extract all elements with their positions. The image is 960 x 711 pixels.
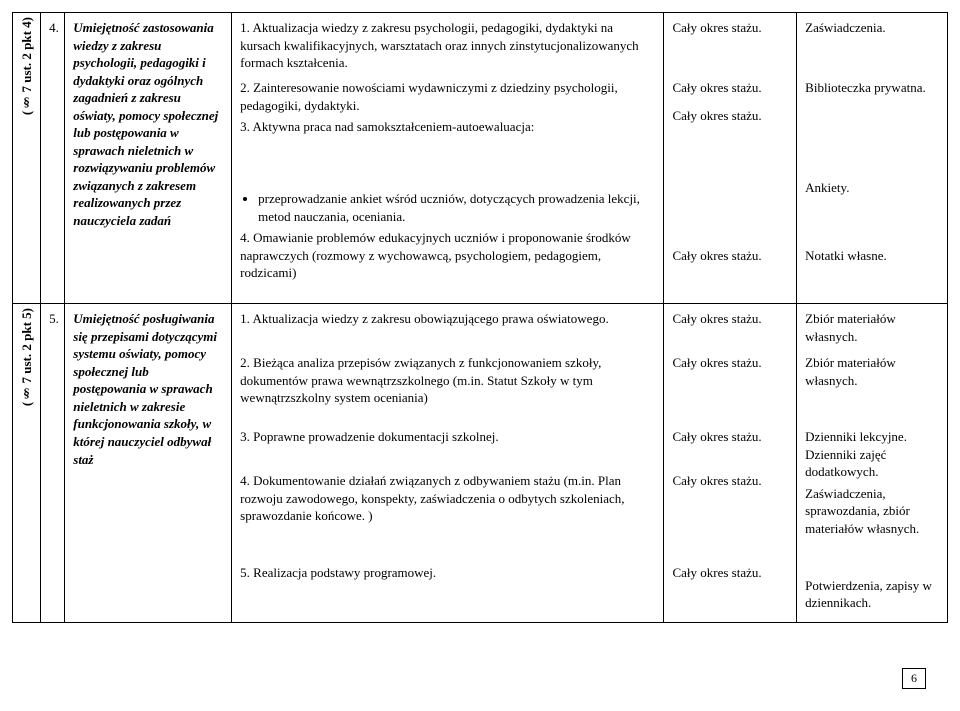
documentation-item: Notatki własne. [805, 247, 939, 265]
task-item: 2. Zainteresowanie nowościami wydawniczy… [240, 79, 655, 114]
documentation-cell: Zaświadczenia. Biblioteczka prywatna. Ank… [797, 13, 948, 304]
documentation-item: Ankiety. [805, 179, 939, 243]
section-reference: (§ 7 ust. 2 pkt 4) [18, 13, 36, 119]
period-item [672, 179, 788, 243]
section-reference: (§ 7 ust. 2 pkt 5) [18, 304, 36, 410]
documentation-item: Dzienniki lekcyjne. Dzienniki zajęć doda… [805, 428, 939, 481]
period-item: Cały okres stażu. [672, 79, 788, 103]
task-item: 1. Aktualizacja wiedzy z zakresu obowiąz… [240, 310, 655, 350]
page-number: 6 [902, 668, 926, 689]
document-page: (§ 7 ust. 2 pkt 4) 4.Umiejętność zastosow… [12, 12, 948, 699]
skill-description: Umiejętność zastosowania wiedzy z zakres… [65, 13, 232, 304]
documentation-item: Zbiór materiałów własnych. [805, 310, 939, 350]
documentation-cell: Zbiór materiałów własnych.Zbiór materiał… [797, 304, 948, 623]
tasks-cell: 1. Aktualizacja wiedzy z zakresu obowiąz… [232, 304, 664, 623]
period-item: Cały okres stażu. [672, 428, 788, 468]
task-item: 1. Aktualizacja wiedzy z zakresu psychol… [240, 19, 655, 75]
period-item: Cały okres stażu. [672, 564, 788, 586]
skill-description: Umiejętność posługiwania się przepisami … [65, 304, 232, 623]
row-number: 5. [41, 304, 65, 623]
table-row: (§ 7 ust. 2 pkt 4) 4.Umiejętność zastosow… [13, 13, 948, 304]
period-item: Cały okres stażu. [672, 354, 788, 424]
task-item: 5. Realizacja podstawy programowej. [240, 564, 655, 586]
period-cell: Cały okres stażu.Cały okres stażu.Cały o… [664, 304, 797, 623]
task-item: 4. Dokumentowanie działań związanych z o… [240, 472, 655, 560]
task-sublist: przeprowadzanie ankiet wśród uczniów, do… [258, 190, 655, 225]
documentation-item: Zbiór materiałów własnych. [805, 354, 939, 424]
period-item: Cały okres stażu. [672, 247, 788, 265]
documentation-item: Biblioteczka prywatna. [805, 79, 939, 103]
documentation-item: Potwierdzenia, zapisy w dziennikach. [805, 577, 939, 612]
period-item: Cały okres stażu. [672, 107, 788, 175]
period-item: Cały okres stażu. [672, 472, 788, 560]
tasks-cell: 1. Aktualizacja wiedzy z zakresu psychol… [232, 13, 664, 304]
documentation-item: Zaświadczenia, sprawozdania, zbiór mater… [805, 485, 939, 573]
period-cell: Cały okres stażu. Cały okres stażu. Cały o… [664, 13, 797, 304]
task-item: 4. Omawianie problemów edukacyjnych uczn… [240, 229, 655, 293]
period-item: Cały okres stażu. [672, 19, 788, 75]
task-item: 3. Aktywna praca nad samokształceniem-au… [240, 118, 655, 186]
task-item: 3. Poprawne prowadzenie dokumentacji szk… [240, 428, 655, 468]
plan-table: (§ 7 ust. 2 pkt 4) 4.Umiejętność zastosow… [12, 12, 948, 623]
documentation-item: Zaświadczenia. [805, 19, 939, 75]
task-subitem: przeprowadzanie ankiet wśród uczniów, do… [258, 190, 655, 225]
documentation-item [805, 107, 939, 175]
row-number: 4. [41, 13, 65, 304]
period-item: Cały okres stażu. [672, 310, 788, 350]
task-item: 2. Bieżąca analiza przepisów związanych … [240, 354, 655, 424]
table-row: (§ 7 ust. 2 pkt 5) 5.Umiejętność posługiw… [13, 304, 948, 623]
